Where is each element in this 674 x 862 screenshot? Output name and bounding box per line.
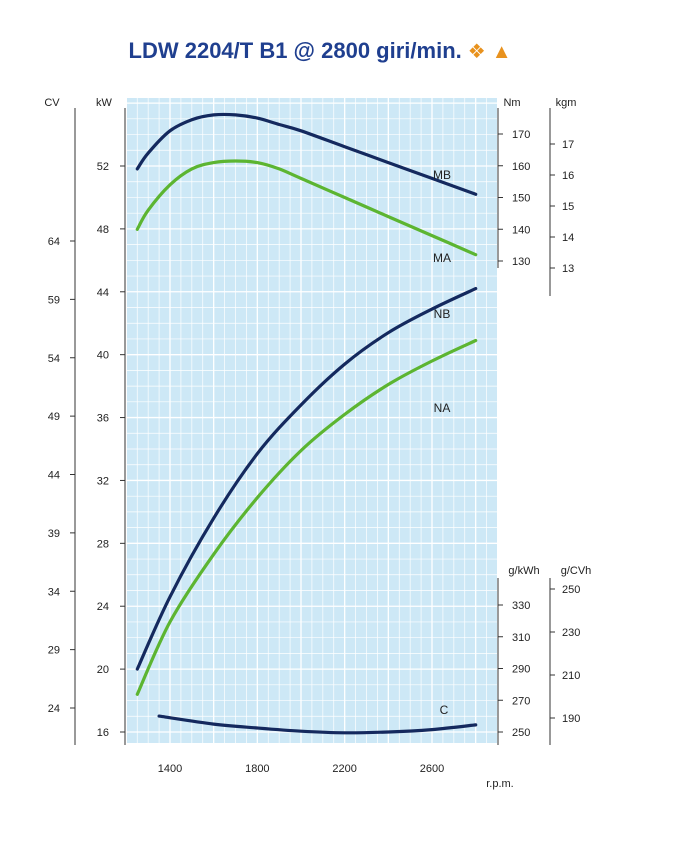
chart-title: LDW 2204/T B1 @ 2800 giri/min. ❖ ▲	[0, 38, 640, 64]
grid	[127, 98, 497, 743]
curve-mb	[135, 112, 478, 196]
curve-labels: MB MA NB NA C	[433, 168, 451, 717]
gcvh-tick-label: 210	[562, 670, 580, 682]
kgm-tick-label: 14	[562, 232, 574, 244]
gkwh-tick-label: 330	[512, 600, 530, 612]
chart-title-text: LDW 2204/T B1 @ 2800 giri/min.	[128, 38, 462, 63]
kw-tick-label: 28	[97, 538, 109, 550]
cv-tick-label: 44	[48, 470, 60, 482]
kw-tick-label: 52	[97, 161, 109, 173]
gcvh-tick-label: 250	[562, 584, 580, 596]
cv-tick-label: 49	[48, 411, 60, 423]
axes: CV 24 29 34 39 44 49 54 59 64 kW 16 20 24 28 32 36 40 44 48…	[44, 97, 591, 790]
cv-tick-label: 29	[48, 645, 60, 657]
nm-tick-label: 140	[512, 224, 530, 236]
curve-nb	[135, 287, 478, 671]
cv-tick-label: 64	[48, 236, 60, 248]
cv-tick-label: 39	[48, 528, 60, 540]
kw-tick-label: 48	[97, 224, 109, 236]
cv-tick-label: 34	[48, 586, 60, 598]
curve-label-na: NA	[434, 401, 451, 415]
nm-tick-label: 170	[512, 129, 530, 141]
cv-tick-label: 24	[48, 703, 60, 715]
nm-tick-label: 150	[512, 193, 530, 205]
cv-tick-label: 54	[48, 353, 60, 365]
kw-tick-label: 32	[97, 475, 109, 487]
x-axis-label: r.p.m.	[486, 778, 514, 790]
x-tick-label: 2200	[332, 763, 356, 775]
curve-na	[135, 338, 478, 696]
kgm-tick-label: 16	[562, 170, 574, 182]
diamond-symbol-icon: ❖	[467, 41, 486, 63]
kw-tick-label: 24	[97, 601, 109, 613]
curve-ma	[135, 159, 478, 257]
nm-tick-label: 130	[512, 256, 530, 268]
nm-tick-label: 160	[512, 161, 530, 173]
cv-tick-label: 59	[48, 294, 60, 306]
kgm-tick-label: 15	[562, 201, 574, 213]
nm-unit-label: Nm	[503, 97, 520, 109]
kw-tick-label: 36	[97, 413, 109, 425]
gkwh-tick-label: 270	[512, 695, 530, 707]
triangle-symbol-icon: ▲	[491, 41, 512, 63]
kw-tick-label: 44	[97, 287, 109, 299]
kw-unit-label: kW	[96, 97, 113, 109]
cv-unit-label: CV	[44, 97, 60, 109]
gkwh-tick-label: 290	[512, 664, 530, 676]
curves	[135, 112, 478, 735]
gkwh-tick-label: 310	[512, 632, 530, 644]
kw-tick-label: 16	[97, 727, 109, 739]
gcvh-tick-label: 190	[562, 713, 580, 725]
curve-label-c: C	[440, 703, 449, 717]
curve-label-nb: NB	[434, 307, 451, 321]
gcvh-tick-label: 230	[562, 627, 580, 639]
kw-tick-label: 20	[97, 664, 109, 676]
curve-c	[157, 714, 478, 735]
kw-tick-label: 40	[97, 350, 109, 362]
kgm-tick-label: 13	[562, 263, 574, 275]
x-tick-label: 2600	[420, 763, 444, 775]
curve-label-mb: MB	[433, 168, 451, 182]
x-tick-label: 1400	[158, 763, 182, 775]
gkwh-unit-label: g/kWh	[508, 565, 539, 577]
gcvh-unit-label: g/CVh	[561, 565, 592, 577]
kgm-tick-label: 17	[562, 139, 574, 151]
gkwh-tick-label: 250	[512, 727, 530, 739]
curve-label-ma: MA	[433, 251, 451, 265]
kgm-unit-label: kgm	[556, 97, 577, 109]
x-tick-label: 1800	[245, 763, 269, 775]
